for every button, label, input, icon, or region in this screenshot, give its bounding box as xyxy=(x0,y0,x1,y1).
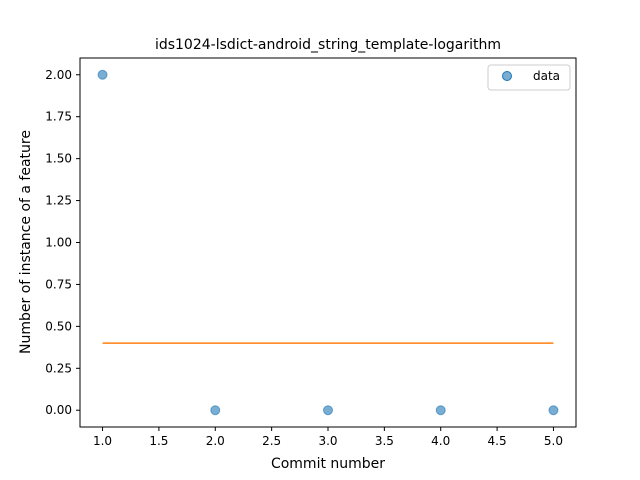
data-point xyxy=(323,405,333,416)
y-tick-label: 0.00 xyxy=(45,403,72,417)
y-tick-label: 0.25 xyxy=(45,361,72,375)
data-point xyxy=(435,405,446,416)
legend-label: data xyxy=(533,69,560,83)
y-tick-label: 0.50 xyxy=(45,319,72,333)
x-tick-label: 4.0 xyxy=(431,434,450,448)
data-point xyxy=(548,405,559,416)
series-layer xyxy=(97,69,559,416)
y-axis-label: Number of instance of a feature xyxy=(18,130,34,354)
x-tick-label: 3.0 xyxy=(318,434,337,448)
y-tick-label: 2.00 xyxy=(45,68,72,82)
x-axis-label: Commit number xyxy=(271,456,385,472)
data-point xyxy=(210,405,221,416)
x-tick-label: 3.5 xyxy=(375,434,394,448)
x-tick-label: 2.0 xyxy=(206,434,225,448)
x-tick-label: 5.0 xyxy=(544,434,563,448)
y-axis-ticks: 0.00 0.25 0.50 0.75 1.00 1.25 1.50 1.75 2.00 xyxy=(45,68,80,417)
legend: data xyxy=(487,64,571,91)
x-tick-label: 2.5 xyxy=(262,434,281,448)
x-tick-label: 4.5 xyxy=(488,434,507,448)
x-tick-label: 1.5 xyxy=(149,434,168,448)
y-tick-label: 1.00 xyxy=(45,236,72,250)
chart-title: ids1024-lsdict-android_string_template-l… xyxy=(155,37,501,53)
x-axis-ticks: 1.0 1.5 2.0 2.5 3.0 3.5 4.0 4.5 5.0 xyxy=(93,427,563,448)
data-point xyxy=(97,69,108,80)
y-tick-label: 1.75 xyxy=(45,110,72,124)
y-tick-label: 1.25 xyxy=(45,194,72,208)
legend-marker xyxy=(502,71,512,81)
x-tick-label: 1.0 xyxy=(93,434,112,448)
y-tick-label: 0.75 xyxy=(45,277,72,291)
y-tick-label: 1.50 xyxy=(45,152,72,166)
